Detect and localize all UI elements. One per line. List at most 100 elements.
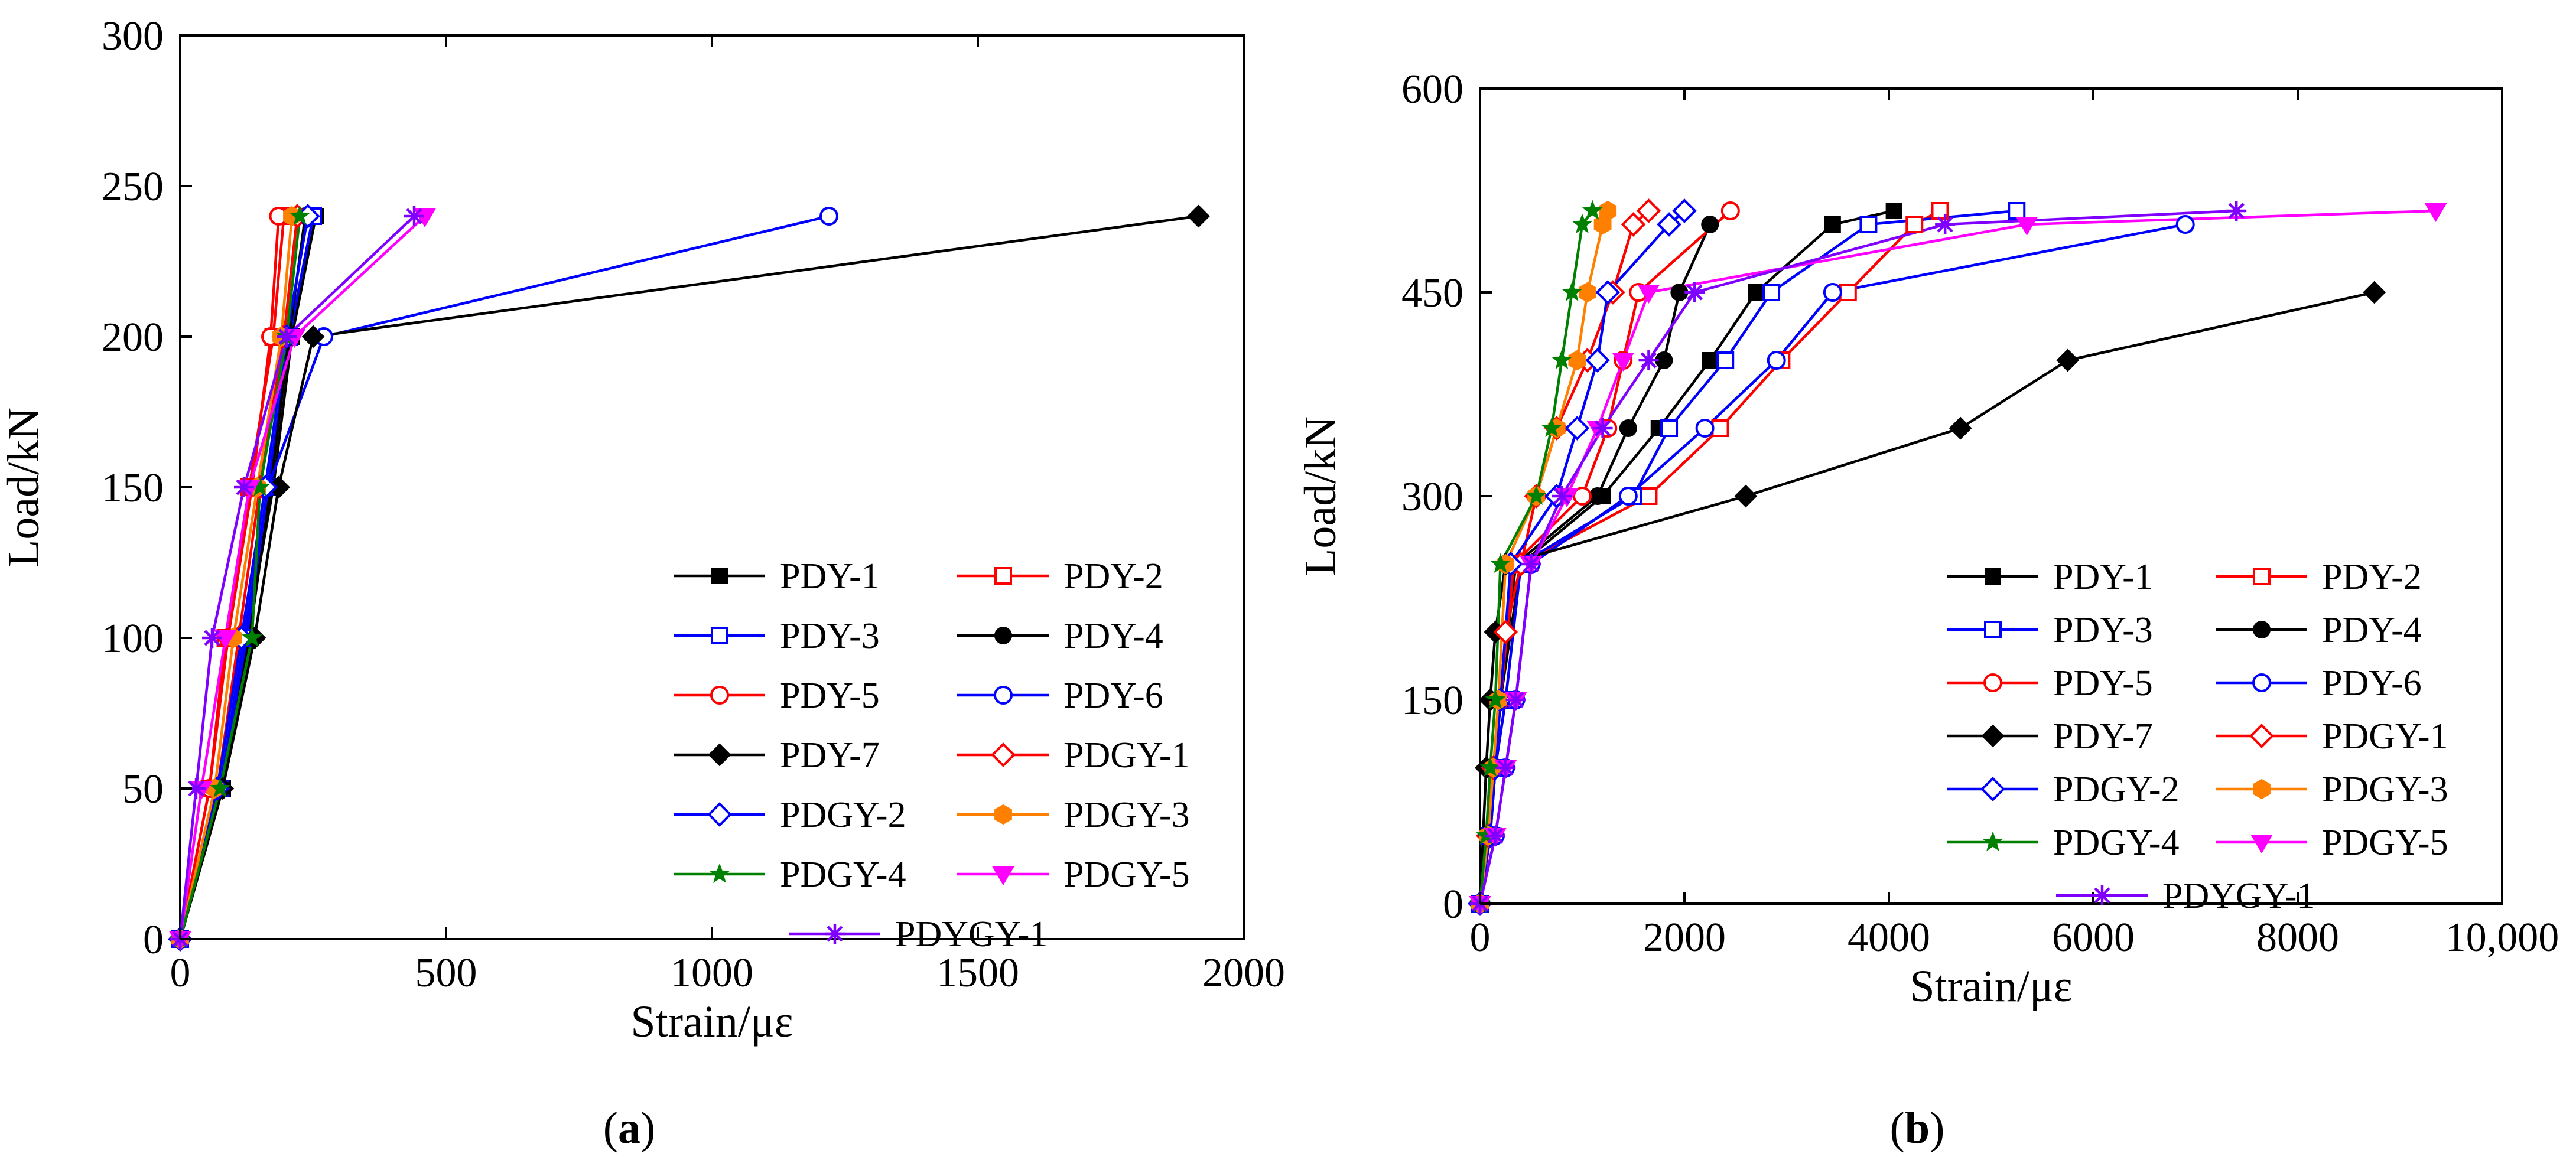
legend-marker-pdy-7 <box>1981 724 2005 748</box>
data-point-pdy-6 <box>1767 351 1786 370</box>
y-tick-label: 600 <box>1401 67 1463 112</box>
data-point-pdgy-4 <box>1562 281 1583 301</box>
legend-item-pdgy-4: PDGY-4 <box>674 855 906 895</box>
legend-marker-pdy-4 <box>994 627 1012 644</box>
series-line-pdy-2 <box>1478 210 1941 904</box>
data-point-pdygy-1 <box>1684 282 1705 302</box>
data-point-pdygy-1 <box>1495 758 1516 778</box>
legend-marker-pdy-2 <box>2253 568 2271 585</box>
data-point-pdygy-1 <box>1638 350 1659 370</box>
x-tick-label: 2000 <box>1202 950 1285 996</box>
x-tick-label: 500 <box>415 950 477 996</box>
x-tick-label: 6000 <box>2052 915 2135 960</box>
legend-marker-pdy-1 <box>711 568 728 584</box>
legend-item-pdgy-5: PDGY-5 <box>957 855 1190 895</box>
legend-item-pdy-5: PDY-5 <box>1947 663 2153 703</box>
legend-item-pdy-3: PDY-3 <box>674 616 880 656</box>
y-tick-label: 200 <box>102 315 164 360</box>
data-point-pdy-3 <box>2008 202 2026 220</box>
legend-label: PDGY-1 <box>1063 735 1190 775</box>
data-point-pdgy-1 <box>1636 198 1661 223</box>
data-point-pdgy-4 <box>1551 349 1572 369</box>
series-group <box>1468 198 2447 916</box>
data-point-pdy-7 <box>1734 484 1758 508</box>
legend-marker-pdgy-3 <box>994 804 1012 825</box>
series-line-pdy-3 <box>1478 209 2017 904</box>
data-point-pdgy-5 <box>214 630 237 649</box>
data-point-pdgy-5 <box>2424 203 2447 222</box>
legend-marker-pdy-2 <box>994 567 1012 585</box>
series-line-pdygy-1 <box>178 215 415 940</box>
data-point-pdgy-5 <box>1637 285 1660 304</box>
data-point-pdgy-1 <box>1621 212 1646 237</box>
legend-item-pdgy-1: PDGY-1 <box>2216 716 2448 757</box>
data-point-pdygy-1 <box>1485 826 1505 846</box>
panel-label-b: (b) <box>1890 1103 1945 1153</box>
legend-marker-pdgy-1 <box>991 742 1016 767</box>
y-tick-label: 300 <box>1401 474 1463 520</box>
data-point-pdgy-2 <box>1585 348 1610 373</box>
data-point-pdygy-1 <box>277 327 297 347</box>
data-point-pdygy-1 <box>404 206 424 226</box>
legend-item-pdgy-4: PDGY-4 <box>1947 823 2180 863</box>
data-point-pdgy-1 <box>1493 620 1518 644</box>
data-point-pdgy-3 <box>1578 282 1596 303</box>
data-point-pdygy-1 <box>234 477 254 497</box>
legend-label: PDGY-5 <box>2322 823 2448 863</box>
legend-item-pdy-2: PDY-2 <box>957 556 1163 597</box>
x-axis-label: Strain/με <box>1910 962 2072 1011</box>
data-point-pdy-3 <box>1859 216 1878 233</box>
legend-label: PDGY-4 <box>2053 823 2180 863</box>
legend-label: PDY-7 <box>780 735 880 775</box>
y-tick-label: 250 <box>102 164 164 210</box>
legend-marker-pdy-1 <box>1985 568 2001 585</box>
data-point-pdgy-2 <box>1595 280 1621 305</box>
legend-item-pdgy-5: PDGY-5 <box>2216 823 2448 863</box>
data-point-pdy-5 <box>1720 201 1740 220</box>
legend-label: PDY-2 <box>1063 556 1163 597</box>
legend-marker-pdgy-2 <box>707 802 732 827</box>
legend-label: PDY-3 <box>780 616 880 656</box>
legend-marker-pdy-6 <box>2252 673 2271 692</box>
legend-marker-pdgy-4 <box>709 863 730 883</box>
y-axis-label: Load/kN <box>1296 416 1345 576</box>
data-point-pdy-5 <box>1573 487 1592 506</box>
legend-marker-pdy-7 <box>708 743 731 767</box>
x-tick-label: 2000 <box>1643 915 1726 960</box>
data-point-pdgy-5 <box>414 208 436 227</box>
legend-item-pdygy-1: PDYGY-1 <box>789 914 1048 954</box>
chart-panel-a: 0 500 1000 1500 2000 0 50 100 150 200 250 300 Strain… <box>0 14 1285 1047</box>
data-point-pdgy-5 <box>1612 353 1634 372</box>
data-point-pdygy-1 <box>2226 201 2247 221</box>
legend-item-pdgy-2: PDGY-2 <box>1947 770 2180 810</box>
panel-label-a: (a) <box>603 1103 656 1153</box>
data-point-pdy-4 <box>1588 487 1606 505</box>
data-point-pdy-4 <box>1619 419 1637 437</box>
series-line-pdy-5 <box>178 216 280 940</box>
data-point-pdy-2 <box>1640 487 1658 505</box>
legend: PDY-1 PDY-2 PDY-3 PDY-4 PDY-5 PDY-6 PDY-7 PDGY-… <box>674 556 1190 954</box>
y-axis-label: Load/kN <box>0 408 48 567</box>
y-tick-label: 100 <box>102 616 164 662</box>
data-point-pdy-7 <box>1949 416 1972 440</box>
data-point-pdy-3 <box>1762 284 1781 301</box>
y-tick-label: 0 <box>1443 882 1463 927</box>
series-line-pdgy-4 <box>178 216 301 940</box>
data-point-pdy-2 <box>1711 419 1729 437</box>
legend-label: PDY-3 <box>2053 610 2153 650</box>
legend-item-pdy-6: PDY-6 <box>2216 663 2422 703</box>
legend-item-pdgy-2: PDGY-2 <box>674 795 906 835</box>
data-point-pdygy-1 <box>1552 486 1572 506</box>
data-point-pdgy-3 <box>1599 200 1617 221</box>
data-point-pdy-4 <box>1701 216 1719 233</box>
legend-item-pdgy-1: PDGY-1 <box>957 735 1190 775</box>
data-point-pdy-1 <box>1824 216 1841 233</box>
legend-label: PDGY-4 <box>780 855 906 895</box>
legend-label: PDGY-5 <box>1063 855 1190 895</box>
legend-label: PDY-6 <box>1063 676 1163 716</box>
legend-label: PDYGY-1 <box>895 914 1048 954</box>
legend-marker-pdgy-5 <box>2250 835 2273 853</box>
data-point-pdygy-1 <box>1935 214 1956 234</box>
x-tick-label: 4000 <box>1848 915 1930 960</box>
